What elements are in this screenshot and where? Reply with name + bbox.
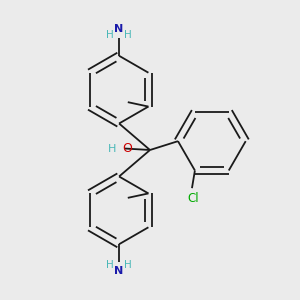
Text: O: O xyxy=(123,142,133,155)
Text: N: N xyxy=(115,24,124,34)
Text: H: H xyxy=(124,260,132,270)
Text: H: H xyxy=(124,30,132,40)
Text: N: N xyxy=(115,266,124,276)
Text: H: H xyxy=(106,30,114,40)
Text: H: H xyxy=(106,260,114,270)
Text: H: H xyxy=(108,143,117,154)
Text: Cl: Cl xyxy=(188,192,199,205)
